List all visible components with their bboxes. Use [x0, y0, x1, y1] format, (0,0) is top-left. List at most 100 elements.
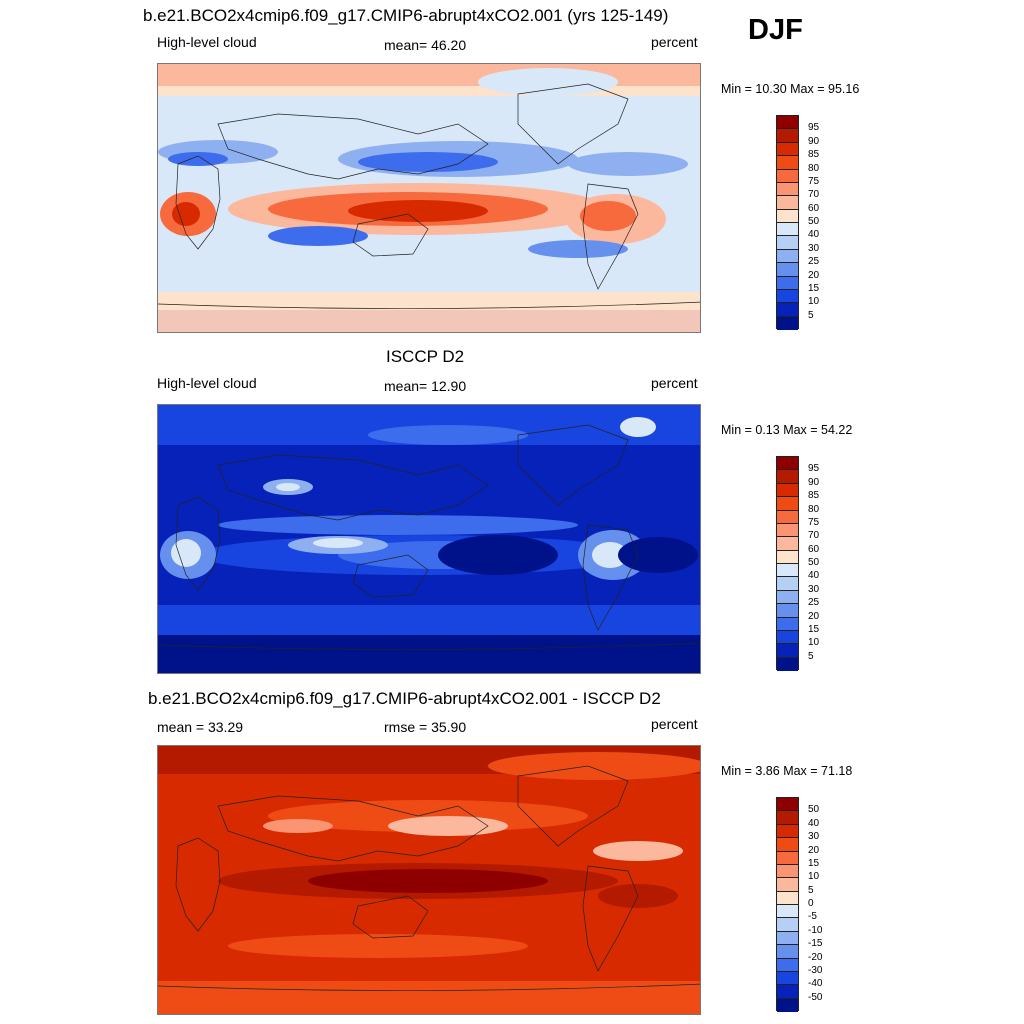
colorbar-swatch — [777, 537, 798, 551]
colorbar-tick-label: 75 — [808, 175, 820, 187]
colorbar-swatch — [777, 577, 798, 591]
colorbar-swatch — [777, 630, 798, 645]
season-label: DJF — [748, 14, 803, 46]
colorbar-swatch — [777, 129, 798, 143]
colorbar-tick-label: 75 — [808, 516, 820, 528]
colorbar-swatch — [777, 617, 798, 631]
colorbar-swatch — [777, 590, 798, 605]
panel-1-units-label: percent — [651, 34, 698, 50]
panel-1-map — [157, 63, 701, 333]
colorbar-tick-label: 60 — [808, 543, 820, 555]
panel-3-minmax: Min = 3.86 Max = 71.18 — [721, 764, 853, 778]
colorbar-tick-label: 85 — [808, 149, 820, 161]
colorbar-tick-label: 5 — [808, 309, 814, 321]
panel-3-mean-label: mean = 33.29 — [157, 719, 244, 735]
colorbar-tick-label: 70 — [808, 530, 820, 542]
colorbar-tick-label: 15 — [808, 857, 820, 869]
colorbar-swatch — [777, 497, 798, 511]
colorbar-swatch — [777, 798, 798, 812]
colorbar-tick-label: 25 — [808, 256, 820, 268]
colorbar-tick-label: 20 — [808, 844, 820, 856]
colorbar-swatch — [777, 864, 798, 879]
colorbar-swatch — [777, 838, 798, 852]
colorbar-tick-label: 30 — [808, 831, 820, 843]
panel-2-minmax: Min = 0.13 Max = 54.22 — [721, 423, 853, 437]
colorbar-tick-label: 30 — [808, 583, 820, 595]
colorbar-swatch — [777, 905, 798, 919]
colorbar-swatch — [777, 523, 798, 538]
colorbar-swatch — [777, 550, 798, 564]
colorbar-tick-label: 90 — [808, 135, 820, 147]
colorbar-tick-label: 20 — [808, 269, 820, 281]
colorbar-tick-label: 40 — [808, 229, 820, 241]
colorbar-swatch — [777, 958, 798, 972]
colorbar-swatch — [777, 142, 798, 157]
colorbar-tick-label: 5 — [808, 884, 814, 896]
colorbar-swatch — [777, 209, 798, 223]
colorbar-swatch — [777, 303, 798, 317]
panel-1-title: b.e21.BCO2x4cmip6.f09_g17.CMIP6-abrupt4x… — [143, 6, 669, 25]
colorbar-swatch — [777, 316, 798, 330]
colorbar-tick-label: 60 — [808, 202, 820, 214]
panel-2-mean-label: mean= 12.90 — [384, 378, 467, 394]
colorbar-tick-label: 0 — [808, 898, 814, 909]
colorbar-swatch — [777, 116, 798, 130]
colorbar-tick-label: 15 — [808, 623, 820, 635]
colorbar-tick-label: 40 — [808, 570, 820, 582]
colorbar-swatch — [777, 457, 798, 471]
colorbar-swatch — [777, 263, 798, 277]
panel-1-variable-label: High-level cloud — [157, 34, 257, 50]
colorbar-swatch — [777, 891, 798, 905]
colorbar-swatch — [777, 510, 798, 524]
colorbar-tick-label: 95 — [808, 122, 820, 134]
colorbar-tick-label: 80 — [808, 162, 820, 174]
panel-1-minmax: Min = 10.30 Max = 95.16 — [721, 82, 860, 96]
panel-2-variable-label: High-level cloud — [157, 375, 257, 391]
colorbar-swatch — [777, 985, 798, 999]
colorbar-swatch — [777, 811, 798, 825]
colorbar-swatch — [777, 998, 798, 1012]
colorbar-swatch — [777, 156, 798, 170]
panel-2-colorbar — [776, 456, 799, 671]
colorbar-tick-label: 5 — [808, 650, 814, 662]
colorbar-swatch — [777, 824, 798, 839]
colorbar-tick-label: 10 — [808, 637, 820, 649]
colorbar-swatch — [777, 657, 798, 671]
colorbar-tick-label: 95 — [808, 463, 820, 475]
colorbar-tick-label: 70 — [808, 189, 820, 201]
colorbar-tick-label: -5 — [808, 911, 817, 923]
colorbar-swatch — [777, 945, 798, 959]
colorbar-swatch — [777, 851, 798, 865]
colorbar-swatch — [777, 564, 798, 578]
colorbar-tick-label: 90 — [808, 476, 820, 488]
colorbar-tick-label: 80 — [808, 503, 820, 515]
colorbar-tick-label: -40 — [808, 978, 823, 990]
panel-2-map — [157, 404, 701, 674]
panel-3-rmse-label: rmse = 35.90 — [384, 719, 467, 735]
panel-1-mean-label: mean= 46.20 — [384, 37, 467, 53]
panel-1-colorbar — [776, 115, 799, 330]
colorbar-swatch — [777, 289, 798, 304]
colorbar-tick-label: 10 — [808, 296, 820, 308]
panel-2-units-label: percent — [651, 375, 698, 391]
colorbar-tick-label: 50 — [808, 557, 820, 568]
colorbar-tick-label: 25 — [808, 597, 820, 609]
colorbar-tick-label: -10 — [808, 924, 823, 936]
colorbar-tick-label: 40 — [808, 817, 820, 829]
panel-2-title: ISCCP D2 — [386, 347, 465, 366]
colorbar-swatch — [777, 196, 798, 210]
colorbar-swatch — [777, 182, 798, 197]
colorbar-tick-label: -30 — [808, 964, 823, 976]
colorbar-swatch — [777, 236, 798, 250]
colorbar-swatch — [777, 249, 798, 264]
colorbar-swatch — [777, 918, 798, 932]
panel-3-map — [157, 745, 701, 1015]
panel-3-units-label: percent — [651, 716, 698, 732]
panel-3-title: b.e21.BCO2x4cmip6.f09_g17.CMIP6-abrupt4x… — [148, 689, 661, 708]
colorbar-swatch — [777, 470, 798, 484]
colorbar-tick-label: 15 — [808, 282, 820, 294]
colorbar-swatch — [777, 604, 798, 618]
colorbar-swatch — [777, 644, 798, 658]
colorbar-swatch — [777, 878, 798, 892]
colorbar-tick-label: 50 — [808, 804, 820, 816]
